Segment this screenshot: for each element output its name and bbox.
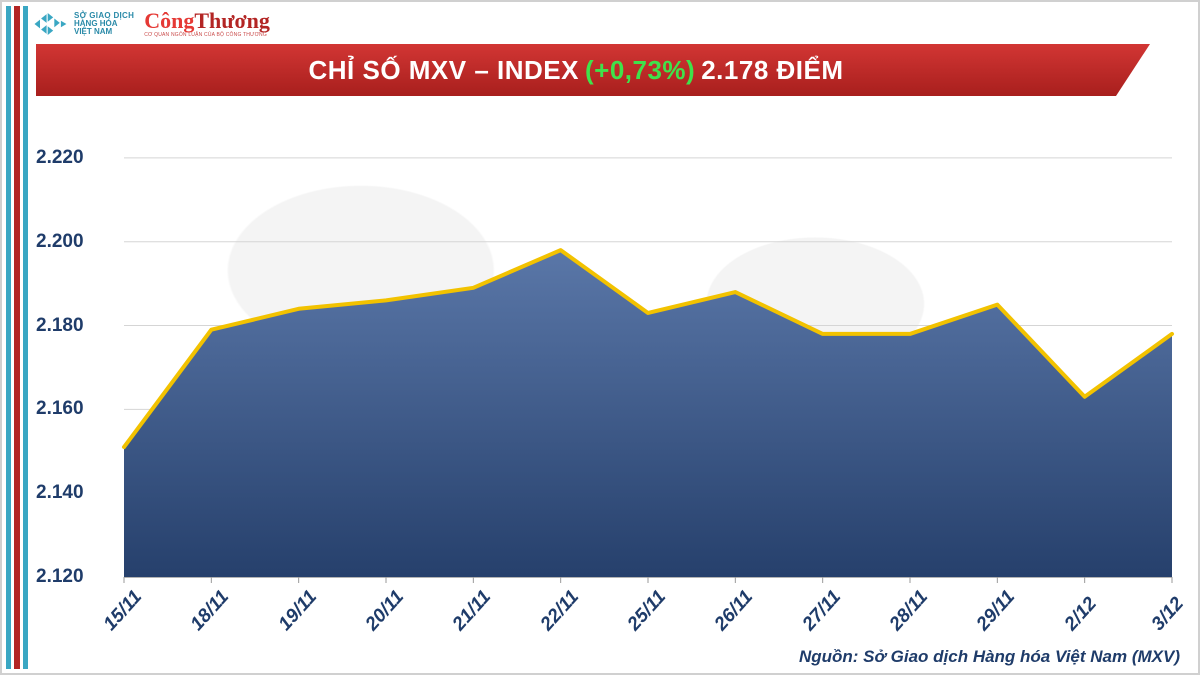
title-suffix: 2.178 ĐIỂM xyxy=(701,55,843,86)
ct-part2: Thương xyxy=(194,8,270,33)
logo-congthuong: CôngThương CƠ QUAN NGÔN LUẬN CỦA BỘ CÔNG… xyxy=(144,10,270,38)
index-chart xyxy=(36,110,1184,635)
source-note: Nguồn: Sở Giao dịch Hàng hóa Việt Nam (M… xyxy=(799,647,1180,667)
y-axis-label: 2.140 xyxy=(36,482,84,504)
logo-mxv: SỞ GIAO DỊCH HÀNG HÓA VIỆT NAM xyxy=(34,12,134,36)
title-pct: (+0,73%) xyxy=(585,55,695,86)
mxv-logo-icon xyxy=(34,13,68,35)
title-text: CHỈ SỐ MXV – INDEX (+0,73%) 2.178 ĐIỂM xyxy=(36,44,1150,96)
header-logos: SỞ GIAO DỊCH HÀNG HÓA VIỆT NAM CôngThươn… xyxy=(34,8,270,40)
mxv-text-3: VIỆT NAM xyxy=(74,28,134,36)
title-prefix: CHỈ SỐ MXV – INDEX xyxy=(308,55,579,86)
y-axis-label: 2.160 xyxy=(36,398,84,420)
title-banner: CHỈ SỐ MXV – INDEX (+0,73%) 2.178 ĐIỂM xyxy=(36,44,1150,96)
y-axis-label: 2.200 xyxy=(36,231,84,253)
chart-area: 2.1202.1402.1602.1802.2002.22015/1118/11… xyxy=(36,110,1184,635)
left-accent-bars xyxy=(6,6,28,669)
ct-sub: CƠ QUAN NGÔN LUẬN CỦA BỘ CÔNG THƯƠNG xyxy=(144,33,270,38)
y-axis-label: 2.180 xyxy=(36,315,84,337)
y-axis-label: 2.120 xyxy=(36,566,84,588)
y-axis-label: 2.220 xyxy=(36,147,84,169)
ct-part1: Công xyxy=(144,8,194,33)
page: SỞ GIAO DỊCH HÀNG HÓA VIỆT NAM CôngThươn… xyxy=(0,0,1200,675)
